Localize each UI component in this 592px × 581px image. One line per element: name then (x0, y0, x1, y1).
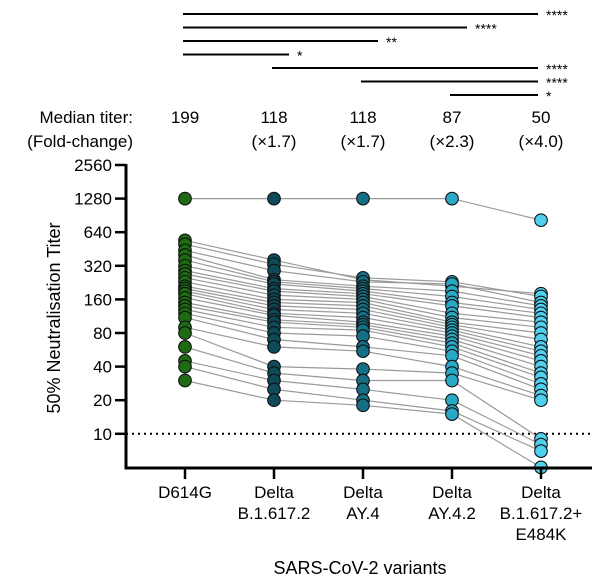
significance-label: * (546, 88, 552, 104)
data-point (267, 191, 281, 206)
data-point (178, 191, 192, 206)
fold-change-value: (×1.7) (341, 132, 386, 151)
x-axis-label: SARS-CoV-2 variants (273, 558, 446, 578)
y-tick-label: 2560 (74, 156, 112, 175)
significance-label: ** (386, 34, 397, 50)
fold-change-value: (×4.0) (519, 132, 564, 151)
median-value: 50 (532, 108, 551, 127)
y-tick-label: 20 (93, 391, 112, 410)
y-tick-label: 320 (84, 257, 112, 276)
y-tick-label: 10 (93, 425, 112, 444)
median-value: 87 (443, 108, 462, 127)
median-title: Median titer: (39, 108, 133, 127)
data-point (445, 191, 459, 206)
x-tick-label-line: Delta (432, 483, 472, 502)
significance-label: **** (546, 7, 568, 23)
data-point (445, 373, 459, 388)
data-point (445, 407, 459, 421)
data-point (178, 326, 192, 340)
x-tick-label-line: AY.4 (346, 504, 379, 523)
y-tick-label: 80 (93, 324, 112, 343)
x-tick-label: Delta AY.4.2 (428, 483, 476, 523)
significance-brackets: ******************** (183, 7, 568, 104)
data-point (534, 393, 548, 408)
y-axis-label: 50% Neutralisation Titer (44, 222, 64, 413)
data-point (356, 362, 370, 376)
fold-change-value: (×2.3) (430, 132, 475, 151)
y-axis: 10 20 40 80 160 320 640 1280 2560 (74, 156, 592, 468)
x-tick-label: Delta B.1.617.2+ E484K (500, 483, 583, 544)
data-point (356, 398, 370, 413)
x-tick-label-line: B.1.617.2 (238, 504, 311, 523)
x-tick-label-line: Delta (521, 483, 561, 502)
data-point (178, 373, 192, 388)
data-point (178, 359, 192, 374)
x-tick-label-line: Delta (254, 483, 294, 502)
x-tick-label: Delta B.1.617.2 (238, 483, 311, 523)
data-point (356, 191, 370, 206)
x-tick-label-line: D614G (158, 483, 212, 502)
fold-change-value: (×1.7) (252, 132, 297, 151)
data-points (178, 191, 548, 475)
x-tick-label: Delta AY.4 (343, 483, 383, 523)
median-value: 118 (260, 108, 287, 127)
fold-change-title: (Fold-change) (27, 132, 133, 151)
y-tick-label: 160 (84, 290, 112, 309)
x-tick-label-line: AY.4.2 (428, 504, 476, 523)
data-point (267, 393, 281, 408)
data-point (267, 340, 281, 354)
median-value: 118 (349, 108, 376, 127)
x-tick-label-line: Delta (343, 483, 383, 502)
median-value: 199 (171, 108, 199, 127)
x-tick-label-line: B.1.617.2+ (500, 504, 583, 523)
significance-label: **** (546, 75, 568, 91)
y-tick-label: 40 (93, 358, 112, 377)
significance-label: **** (546, 61, 568, 77)
y-tick-label: 1280 (74, 190, 112, 209)
significance-label: * (297, 48, 303, 64)
x-tick-label: D614G (158, 483, 212, 502)
significance-label: **** (475, 21, 497, 37)
data-point (534, 444, 548, 458)
data-point (356, 344, 370, 359)
data-point (178, 340, 192, 354)
data-point (534, 213, 548, 228)
y-tick-label: 640 (84, 223, 112, 242)
median-header: Median titer: (Fold-change) 199 118 118 87 5… (27, 108, 563, 151)
x-tick-label-line: E484K (515, 525, 567, 544)
